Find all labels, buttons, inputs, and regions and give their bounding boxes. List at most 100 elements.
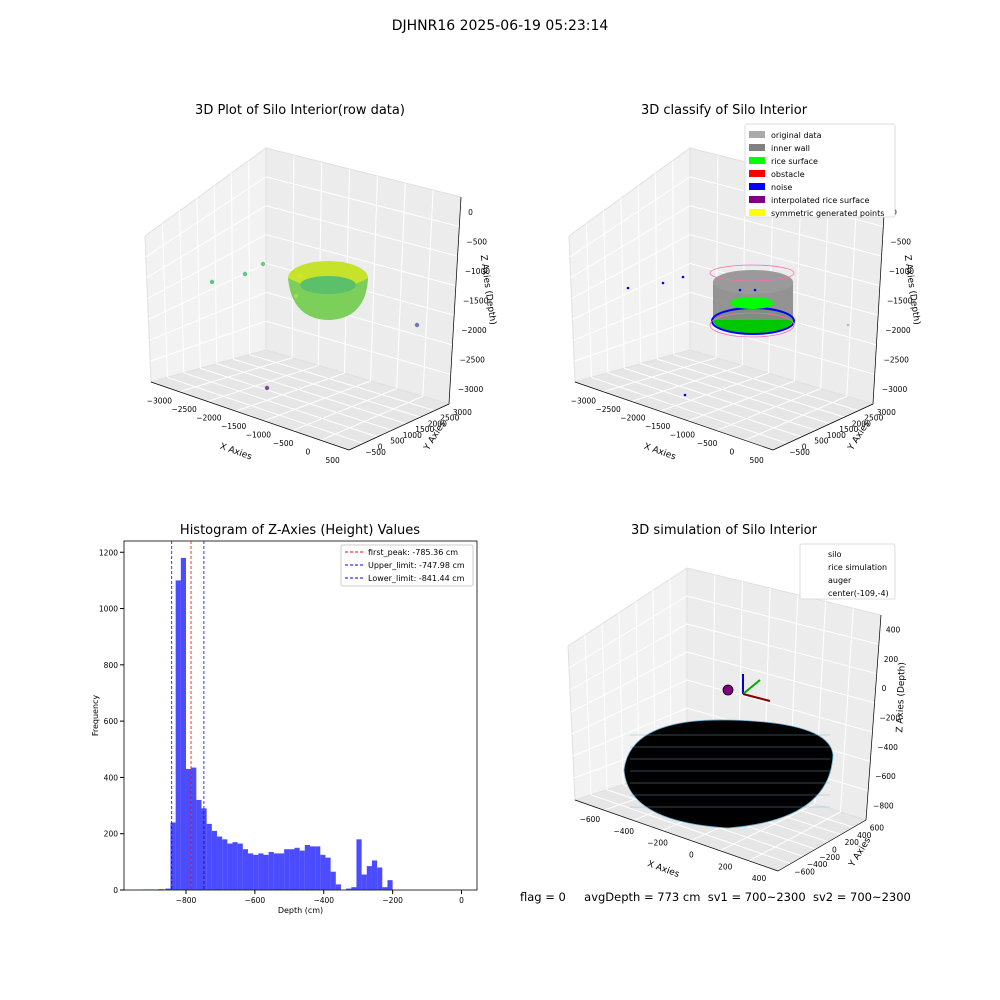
outlier-point bbox=[293, 293, 299, 299]
z-tick-label: −400 bbox=[877, 743, 898, 752]
grid-line bbox=[207, 364, 319, 402]
legend-label: Upper_limit: -747.98 cm bbox=[368, 561, 465, 570]
x-axis-label: X Axies bbox=[642, 442, 677, 463]
grid-line bbox=[320, 395, 424, 441]
y-tick-label: 500 bbox=[390, 437, 405, 446]
x-tick-label: −400 bbox=[313, 896, 334, 905]
y-tick-label: 2500 bbox=[864, 414, 883, 423]
histogram-bar bbox=[253, 854, 259, 890]
histogram-bar bbox=[289, 849, 295, 890]
histogram-bar bbox=[366, 866, 372, 890]
x-tick-label: −400 bbox=[613, 827, 634, 836]
left-wall-pane bbox=[568, 147, 691, 383]
outlier-point bbox=[209, 279, 215, 285]
figure-title: DJHNR16 2025-06-19 05:23:14 bbox=[391, 18, 609, 34]
x-tick-label: −1500 bbox=[221, 422, 247, 431]
histogram-bar bbox=[294, 847, 300, 890]
x-tick-label: −500 bbox=[273, 439, 294, 448]
histogram-bar bbox=[335, 884, 341, 890]
x-tick-label: −2500 bbox=[595, 405, 621, 414]
x-tick-label: −200 bbox=[647, 839, 668, 848]
grid-line bbox=[232, 358, 421, 418]
y-tick-label: 200 bbox=[104, 830, 119, 839]
histogram-bar bbox=[175, 580, 181, 890]
x-tick-label: −2000 bbox=[620, 413, 646, 422]
histogram-bar bbox=[263, 854, 269, 890]
z-axis-label: Z Axies (Depth) bbox=[895, 662, 907, 733]
z-tick-label: −1500 bbox=[463, 297, 489, 306]
z-tick-label: −3000 bbox=[458, 385, 484, 394]
y-tick-label: 0 bbox=[378, 442, 383, 451]
sv1-text: sv1 = 700~2300 bbox=[707, 890, 806, 904]
grid-line bbox=[607, 372, 802, 438]
grid-line bbox=[183, 372, 378, 438]
grid-line bbox=[179, 210, 185, 373]
grid-line bbox=[572, 262, 691, 320]
grid-line bbox=[572, 707, 688, 757]
y-tick-label: 1200 bbox=[99, 548, 118, 557]
histogram-bar bbox=[330, 871, 336, 890]
legend-box bbox=[799, 543, 896, 600]
grid-line bbox=[654, 173, 658, 360]
grid-line bbox=[196, 198, 201, 369]
histogram-bar bbox=[180, 557, 186, 890]
histogram-bar bbox=[356, 839, 362, 890]
histogram-bar bbox=[247, 853, 254, 890]
grid-line bbox=[370, 175, 378, 381]
histogram-bar bbox=[320, 854, 326, 890]
histogram-bar bbox=[382, 887, 388, 890]
grid-line bbox=[569, 176, 691, 258]
grid-line bbox=[585, 223, 592, 378]
legend-swatch bbox=[749, 144, 765, 151]
outlier-point bbox=[297, 273, 303, 279]
grid-line bbox=[839, 608, 854, 813]
grid-line bbox=[146, 205, 267, 279]
legend-label: first_peak: -785.36 cm bbox=[368, 548, 458, 557]
histogram-bar bbox=[237, 843, 243, 890]
grid-line bbox=[640, 363, 831, 425]
y-tick-label: 2000 bbox=[852, 419, 871, 428]
grid-line bbox=[748, 811, 841, 862]
z-tick-label: −500 bbox=[466, 237, 487, 246]
x-tick-label: −600 bbox=[245, 896, 266, 905]
grid-line bbox=[248, 160, 251, 355]
histogram-bar bbox=[216, 836, 223, 890]
grid-line bbox=[292, 388, 397, 432]
histogram-bar bbox=[148, 889, 154, 890]
grid-line bbox=[591, 376, 788, 444]
x-tick-label: −3000 bbox=[571, 396, 597, 405]
histogram-bar bbox=[315, 846, 321, 890]
noise-point bbox=[738, 288, 742, 292]
x-axis-label: X Axies bbox=[646, 859, 681, 880]
grid-line bbox=[569, 623, 688, 691]
grid-line bbox=[571, 679, 688, 735]
grid-line bbox=[618, 612, 624, 785]
histogram-bar bbox=[170, 822, 176, 890]
grid-line bbox=[624, 367, 817, 431]
y-tick-label: 0 bbox=[832, 846, 837, 855]
histogram-bar bbox=[299, 850, 305, 890]
y-tick-label: 800 bbox=[104, 661, 119, 670]
grid-line bbox=[570, 205, 691, 279]
histogram-bar bbox=[371, 860, 378, 890]
footer-stats: flag = 0 avgDepth = 773 cm sv1 = 700~230… bbox=[520, 890, 911, 904]
plot2-title: 3D classify of Silo Interior bbox=[640, 103, 808, 118]
y-tick-label: −500 bbox=[789, 448, 810, 457]
x-axis-line bbox=[574, 799, 779, 872]
histogram-bar bbox=[258, 853, 264, 890]
grid-line bbox=[846, 189, 858, 397]
grid-line bbox=[149, 320, 267, 362]
grid-line bbox=[167, 376, 364, 444]
histogram-bar bbox=[153, 889, 159, 890]
z-axis-label: Z Axies (Depth) bbox=[478, 254, 498, 325]
grid-line bbox=[603, 210, 609, 373]
x-axis-label: X Axies bbox=[218, 442, 253, 463]
silo-ring-top bbox=[709, 264, 795, 282]
grid-line bbox=[265, 205, 458, 257]
y-tick-label: 0 bbox=[113, 886, 118, 895]
y-axis-line bbox=[777, 819, 867, 872]
z-axis-line bbox=[448, 196, 462, 405]
plot4-3d-axes: −600−400−2000200400−600−400−200020040060… bbox=[567, 543, 908, 883]
x-tick-label: −2000 bbox=[196, 413, 222, 422]
auger-marker bbox=[722, 684, 734, 696]
